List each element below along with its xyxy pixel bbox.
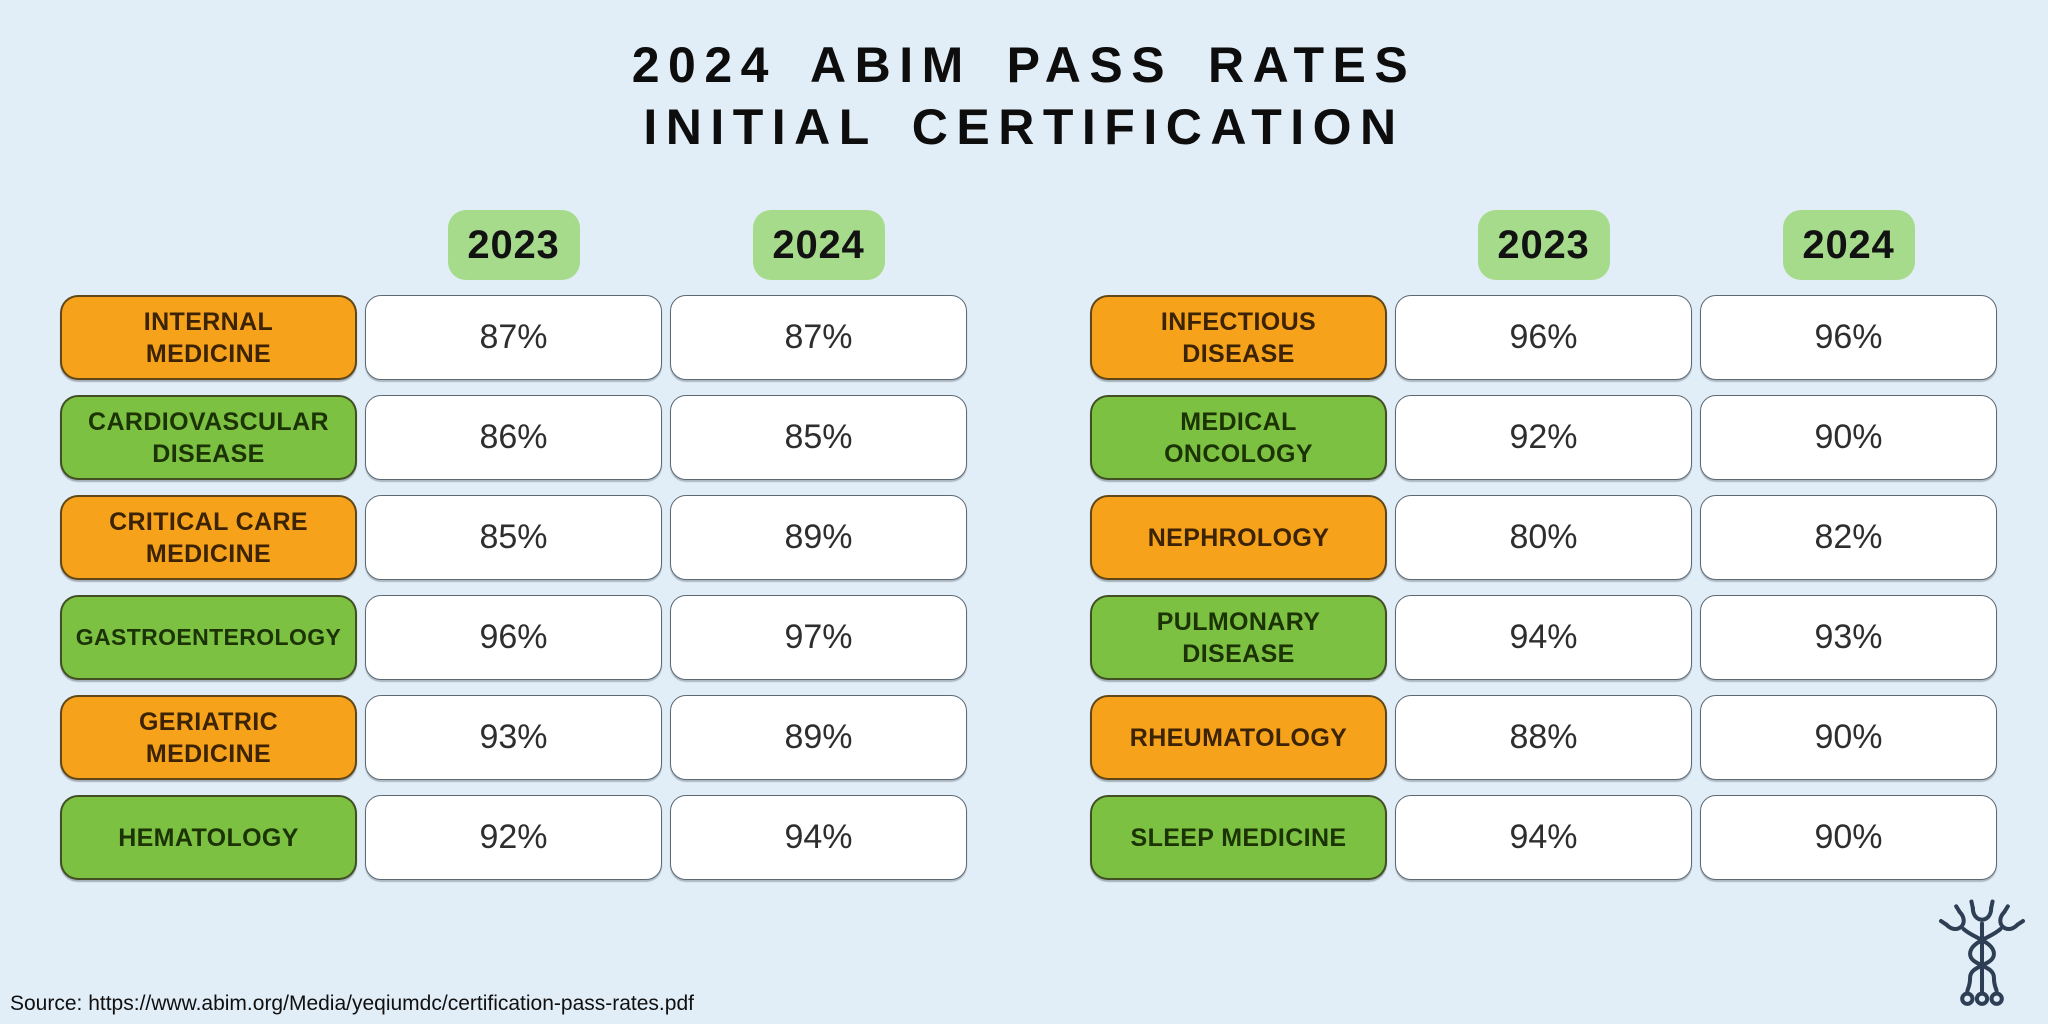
pass-rate-cell: 85%	[365, 495, 662, 580]
pass-rate-value: 93%	[479, 718, 548, 756]
specialty-label-pill: PULMONARY DISEASE	[1090, 595, 1387, 680]
specialty-label: GASTROENTEROLOGY	[75, 623, 342, 650]
pass-rate-value: 96%	[1509, 318, 1578, 356]
pass-rates-table-left: 2023 2024 INTERNAL MEDICINE 87% 87% CARDIOV…	[60, 210, 967, 880]
column-header-2023: 2023	[447, 210, 580, 280]
specialty-label-pill: NEPHROLOGY	[1090, 495, 1387, 580]
right-chestpiece	[1989, 991, 2004, 1006]
specialty-label: INTERNAL MEDICINE	[143, 307, 274, 368]
pass-rates-table-right: 2023 2024 INFECTIOUS DISEASE 96% 96% MEDICA…	[1090, 210, 1997, 880]
specialty-label-pill: CARDIOVASCULAR DISEASE	[60, 395, 357, 480]
center-chestpiece	[1974, 991, 1990, 1006]
specialty-label: SLEEP MEDICINE	[1130, 823, 1347, 852]
specialty-label: GERIATRIC MEDICINE	[138, 707, 279, 768]
specialty-label-pill: INFECTIOUS DISEASE	[1090, 295, 1387, 380]
pass-rate-cell: 80%	[1395, 495, 1692, 580]
pass-rate-cell: 89%	[670, 695, 967, 780]
pass-rate-cell: 94%	[1395, 795, 1692, 880]
pass-rate-value: 94%	[784, 818, 853, 856]
specialty-label-pill: SLEEP MEDICINE	[1090, 795, 1387, 880]
pass-rate-cell: 87%	[670, 295, 967, 380]
pass-rate-value: 90%	[1814, 718, 1883, 756]
pass-rate-cell: 90%	[1700, 695, 1997, 780]
pass-rate-value: 89%	[784, 518, 853, 556]
header-spacer	[1090, 210, 1387, 280]
pass-rate-cell: 94%	[670, 795, 967, 880]
pass-rate-value: 92%	[479, 818, 548, 856]
specialty-label-pill: MEDICAL ONCOLOGY	[1090, 395, 1387, 480]
pass-rate-cell: 92%	[365, 795, 662, 880]
year-header-cell: 2023	[1395, 210, 1692, 280]
header-spacer	[60, 210, 357, 280]
pass-rate-value: 94%	[1509, 618, 1578, 656]
pass-rate-cell: 94%	[1395, 595, 1692, 680]
specialty-label-pill: GERIATRIC MEDICINE	[60, 695, 357, 780]
column-header-2023: 2023	[1477, 210, 1610, 280]
pass-rate-value: 90%	[1814, 418, 1883, 456]
specialty-label: PULMONARY DISEASE	[1156, 607, 1321, 668]
pass-rate-value: 96%	[479, 618, 548, 656]
pass-rate-cell: 97%	[670, 595, 967, 680]
pass-rate-value: 88%	[1509, 718, 1578, 756]
title-line-2: INITIAL CERTIFICATION	[643, 99, 1405, 155]
specialty-label: MEDICAL ONCOLOGY	[1164, 407, 1313, 468]
specialty-label: INFECTIOUS DISEASE	[1160, 307, 1317, 368]
pass-rate-cell: 90%	[1700, 795, 1997, 880]
pass-rate-cell: 96%	[1395, 295, 1692, 380]
pass-rate-cell: 82%	[1700, 495, 1997, 580]
pass-rate-value: 92%	[1509, 418, 1578, 456]
specialty-label: CARDIOVASCULAR DISEASE	[88, 407, 329, 468]
column-header-2024: 2024	[1782, 210, 1915, 280]
pass-rate-value: 96%	[1814, 318, 1883, 356]
specialty-label: NEPHROLOGY	[1147, 523, 1330, 552]
column-header-2024: 2024	[752, 210, 885, 280]
source-citation: Source: https://www.abim.org/Media/yeqiu…	[10, 992, 694, 1015]
pass-rate-cell: 96%	[365, 595, 662, 680]
left-chestpiece	[1960, 991, 1975, 1006]
pass-rate-value: 93%	[1814, 618, 1883, 656]
pass-rate-value: 97%	[784, 618, 853, 656]
left-earpiece	[1939, 904, 1966, 931]
pass-rate-cell: 93%	[1700, 595, 1997, 680]
specialty-label-pill: INTERNAL MEDICINE	[60, 295, 357, 380]
pass-rate-value: 85%	[784, 418, 853, 456]
specialty-label-pill: GASTROENTEROLOGY	[60, 595, 357, 680]
specialty-label: RHEUMATOLOGY	[1129, 723, 1348, 752]
pass-rate-value: 87%	[479, 318, 548, 356]
pass-rate-cell: 90%	[1700, 395, 1997, 480]
specialty-label: HEMATOLOGY	[118, 823, 299, 852]
pass-rate-cell: 88%	[1395, 695, 1692, 780]
pass-rate-value: 90%	[1814, 818, 1883, 856]
specialty-label-pill: RHEUMATOLOGY	[1090, 695, 1387, 780]
pass-rate-cell: 86%	[365, 395, 662, 480]
right-earpiece	[1998, 904, 2025, 931]
pass-rate-cell: 93%	[365, 695, 662, 780]
pass-rate-cell: 89%	[670, 495, 967, 580]
specialty-label-pill: HEMATOLOGY	[60, 795, 357, 880]
specialty-label-pill: CRITICAL CARE MEDICINE	[60, 495, 357, 580]
pass-rate-value: 87%	[784, 318, 853, 356]
center-earpiece	[1969, 899, 1995, 922]
year-header-cell: 2024	[1700, 210, 1997, 280]
page-title: 2024 ABIM PASS RATES INITIAL CERTIFICATI…	[0, 34, 2048, 158]
right-tube	[1968, 927, 2003, 994]
stethoscope-caduceus-icon	[1939, 899, 2025, 1006]
pass-rate-value: 80%	[1509, 518, 1578, 556]
specialty-label: CRITICAL CARE MEDICINE	[109, 507, 308, 568]
pass-rate-cell: 87%	[365, 295, 662, 380]
pass-rate-cell: 85%	[670, 395, 967, 480]
pass-rate-value: 89%	[784, 718, 853, 756]
pass-rate-value: 85%	[479, 518, 548, 556]
pass-rate-cell: 92%	[1395, 395, 1692, 480]
year-header-cell: 2023	[365, 210, 662, 280]
year-header-cell: 2024	[670, 210, 967, 280]
title-line-1: 2024 ABIM PASS RATES	[631, 37, 1417, 93]
pass-rate-value: 94%	[1509, 818, 1578, 856]
pass-rate-value: 82%	[1814, 518, 1883, 556]
pass-rate-cell: 96%	[1700, 295, 1997, 380]
pass-rate-value: 86%	[479, 418, 548, 456]
